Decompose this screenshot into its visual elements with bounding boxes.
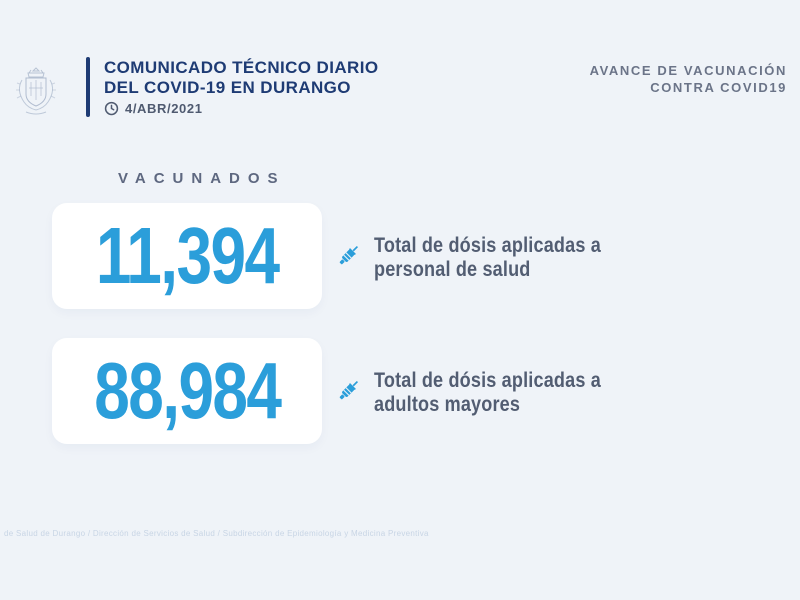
header-accent-bar [86,57,90,117]
page-title-line1: COMUNICADO TÉCNICO DIARIO [104,58,379,77]
stat-description-text: Total de dósis aplicadas a personal de s… [374,234,601,281]
report-date-text: 4/ABR/2021 [125,101,203,116]
header-subtitle: AVANCE DE VACUNACIÓN CONTRA COVID19 [590,62,787,96]
page-title-line2: DEL COVID-19 EN DURANGO [104,78,351,97]
page-title: COMUNICADO TÉCNICO DIARIO DEL COVID-19 E… [104,58,378,98]
stat-card-adultos-mayores: 88,984 [52,338,322,444]
stat-description-personal-salud: Total de dósis aplicadas a personal de s… [336,234,638,281]
stat-description-line2: personal de salud [374,257,531,281]
syringe-icon [339,380,359,400]
syringe-icon [339,245,359,265]
stat-description-text: Total de dósis aplicadas a adultos mayor… [374,369,601,416]
durango-coat-of-arms-logo [16,67,56,115]
header-subtitle-line2: CONTRA COVID19 [650,80,787,95]
stat-description-line2: adultos mayores [374,392,521,416]
stat-value: 11,394 [95,211,280,300]
stat-description-adultos-mayores: Total de dósis aplicadas a adultos mayor… [336,369,638,416]
section-label-vacunados: VACUNADOS [118,170,286,187]
report-date: 4/ABR/2021 [104,101,203,116]
clock-icon [104,101,119,116]
header-subtitle-line1: AVANCE DE VACUNACIÓN [589,63,787,78]
stat-value: 88,984 [93,346,282,435]
stat-description-line1: Total de dósis aplicadas a [374,369,601,392]
stat-description-line1: Total de dósis aplicadas a [374,234,601,257]
stat-card-personal-salud: 11,394 [52,203,322,309]
footer-credit: de Salud de Durango / Dirección de Servi… [4,529,429,538]
